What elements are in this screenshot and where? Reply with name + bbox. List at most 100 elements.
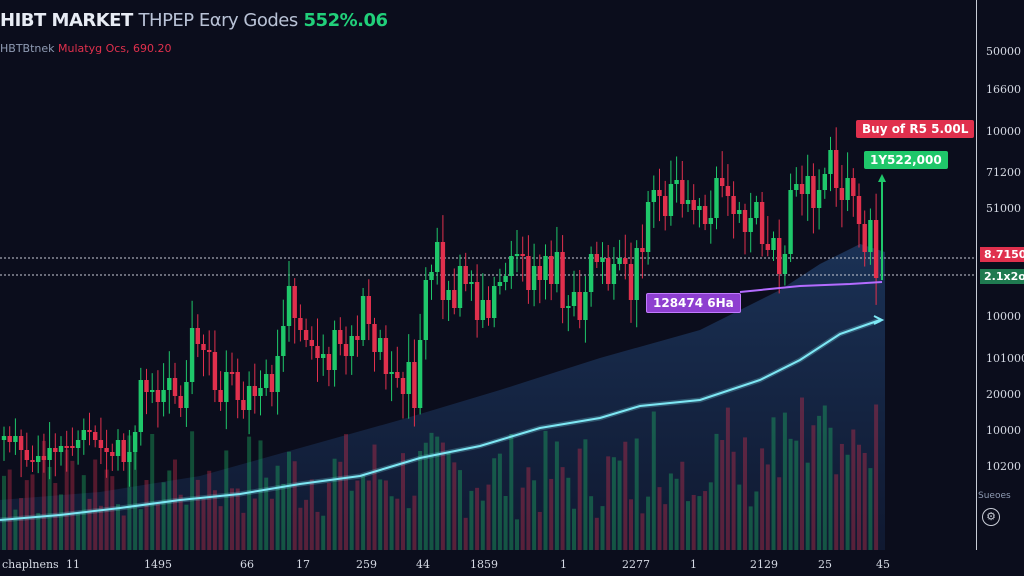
candle-body [600, 258, 605, 262]
volume-bar [771, 417, 776, 550]
volume-bar [862, 452, 867, 550]
candle-body [30, 460, 35, 462]
candle-body [720, 178, 725, 186]
buy-annotation[interactable]: Buy of R5 5.00L [856, 120, 975, 138]
volume-bar [258, 440, 263, 550]
volume-bar [469, 490, 474, 550]
volume-bar [868, 468, 873, 550]
candle-body [292, 286, 297, 318]
candle-body [161, 390, 166, 402]
volume-bar [344, 434, 348, 550]
volume-bar [463, 517, 468, 550]
volume-bar [691, 494, 696, 550]
candle-body [235, 372, 240, 400]
candle-body [47, 448, 52, 460]
volume-bar [70, 460, 75, 550]
volume-bar [218, 506, 223, 550]
candle-body [868, 220, 873, 252]
volume-bar [663, 504, 668, 550]
candle-body [645, 202, 651, 252]
candle-body [155, 390, 161, 402]
settings-circle-icon[interactable]: ⚙ [982, 508, 1000, 526]
volume-bar [475, 487, 480, 550]
candle-body [24, 450, 29, 460]
candle-body [64, 446, 69, 448]
volume-bar [640, 513, 645, 550]
candle-body [412, 362, 417, 408]
purple-line [739, 281, 883, 293]
volume-bar [292, 461, 297, 550]
volume-bar [492, 458, 497, 550]
x-axis-tick-label: 11 [66, 558, 80, 571]
candle-body [480, 300, 485, 320]
candle-body [668, 184, 674, 216]
volume-bar [720, 439, 725, 550]
x-axis-tick-label: chaplnens [2, 558, 59, 571]
candle-body [777, 238, 782, 274]
candle-body [663, 196, 668, 216]
candle-body [457, 266, 463, 308]
candle-body [708, 218, 713, 224]
candle-body [651, 190, 656, 202]
candle-body [127, 452, 132, 462]
candle-body [509, 256, 514, 276]
target-arrow-head [878, 174, 886, 182]
volume-bar [212, 490, 217, 550]
candle-body [184, 382, 189, 408]
candle-body [93, 432, 98, 440]
volume-bar [600, 506, 605, 550]
volume-bar [554, 441, 559, 550]
volume-bar [423, 442, 428, 550]
bottom-right-text: Sueoes [978, 491, 1011, 501]
volume-bar [737, 484, 742, 550]
x-axis-tick-label: 1495 [144, 558, 172, 571]
volume-bar [116, 504, 120, 550]
volume-bar [349, 490, 354, 550]
candle-body [378, 338, 383, 352]
target-annotation[interactable]: 1Y522,000 [864, 151, 948, 169]
candle-body [383, 338, 389, 374]
volume-bar [13, 509, 18, 550]
volume-bar [674, 478, 679, 550]
volume-bar [93, 459, 98, 550]
volume-bar [366, 480, 371, 550]
volume-bar [452, 462, 457, 550]
candle-body [81, 430, 86, 440]
candle-body [828, 150, 833, 174]
candle-body [759, 202, 765, 244]
volume-bar [725, 407, 730, 550]
volume-bar [315, 511, 320, 550]
candle-body [566, 306, 571, 308]
y-axis-tick-label: 10000 [986, 310, 1021, 323]
candle-body [246, 386, 252, 410]
volume-annotation[interactable]: 128474 6Ha [646, 293, 741, 313]
candle-body [417, 340, 423, 408]
candle-body [685, 200, 691, 204]
candle-body [395, 372, 400, 378]
x-axis-tick-label: 1 [690, 558, 697, 571]
candle-body [435, 242, 440, 272]
candle-body [400, 378, 406, 394]
volume-bar [355, 480, 360, 550]
volume-bar [515, 519, 519, 550]
candle-body [834, 150, 839, 188]
y-axis-tick-label: 50000 [986, 45, 1021, 58]
volume-bar [173, 459, 177, 550]
candle-body [167, 378, 172, 390]
candle-body [207, 350, 212, 352]
candle-body [309, 340, 314, 346]
candle-body [349, 336, 354, 356]
volume-bar [543, 430, 548, 550]
volume-bar [440, 442, 445, 550]
volume-bar [572, 508, 576, 550]
candle-body [326, 354, 332, 370]
volume-bar [287, 451, 291, 550]
candle-body [839, 188, 845, 200]
volume-bar [161, 482, 166, 550]
candle-body [788, 190, 793, 254]
candle-body [634, 248, 639, 300]
volume-bar [412, 495, 417, 550]
volume-bar [566, 477, 571, 550]
candle-body [229, 372, 235, 374]
